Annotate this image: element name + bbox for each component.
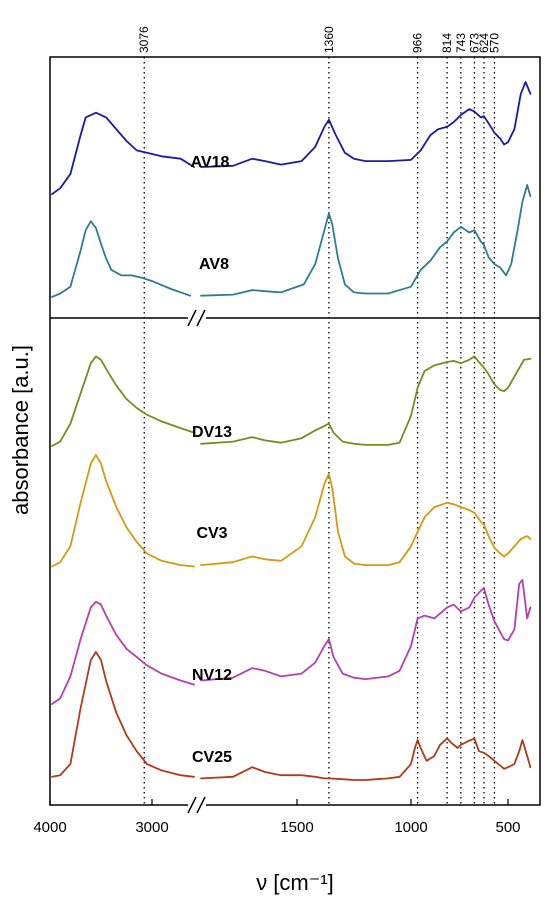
axis-break-bottom [187,796,206,814]
series-label-cv3: CV3 [196,525,227,542]
x-tick-label: 1500 [280,819,313,836]
spectrum-line-nv12 [51,600,195,705]
x-axis-ticks: 4000 3000 1500 1000 500 [33,799,521,836]
reference-line-label: 1360 [322,26,336,53]
spectrum-line-cv3 [51,454,195,568]
reference-line-label: 673 [467,33,481,53]
reference-line-label: 624 [477,33,491,53]
reference-line-label: 743 [454,33,468,53]
reference-line-label: 3076 [137,26,151,53]
series-label-av18: AV18 [191,154,230,171]
spectrum-line-nv12 [200,578,532,682]
reference-line-label: 570 [487,33,501,53]
series-label-av8: AV8 [199,256,229,273]
spectrum-line-cv25 [51,651,195,778]
plot-frame [49,56,541,806]
x-tick-label: 3000 [135,819,168,836]
series-labels: AV18 AV8 DV13 CV3 NV12 CV25 [191,154,233,766]
spectrum-line-av8 [51,220,192,298]
x-tick-label: 4000 [33,819,66,836]
y-axis-title: absorbance [a.u.] [8,345,33,515]
axis-break-top [187,309,206,327]
reference-line-label: 966 [411,33,425,53]
spectrum-line-dv13 [51,355,195,447]
x-axis-title: ν [cm⁻¹] [256,870,334,895]
spectrum-line-av18 [51,111,195,195]
series-label-dv13: DV13 [192,424,232,441]
spectrum-line-dv13 [200,355,532,446]
x-tick-label: 500 [495,819,520,836]
spectrum-line-av18 [200,81,532,168]
series-label-cv25: CV25 [192,749,232,766]
reference-line-label: 814 [440,33,454,53]
x-tick-label: 1000 [394,819,427,836]
spectra-series [51,81,532,781]
spectrum-line-cv25 [200,737,532,781]
series-label-nv12: NV12 [192,667,232,684]
spectrum-line-cv3 [200,472,532,566]
spectrum-line-av8 [200,184,532,297]
